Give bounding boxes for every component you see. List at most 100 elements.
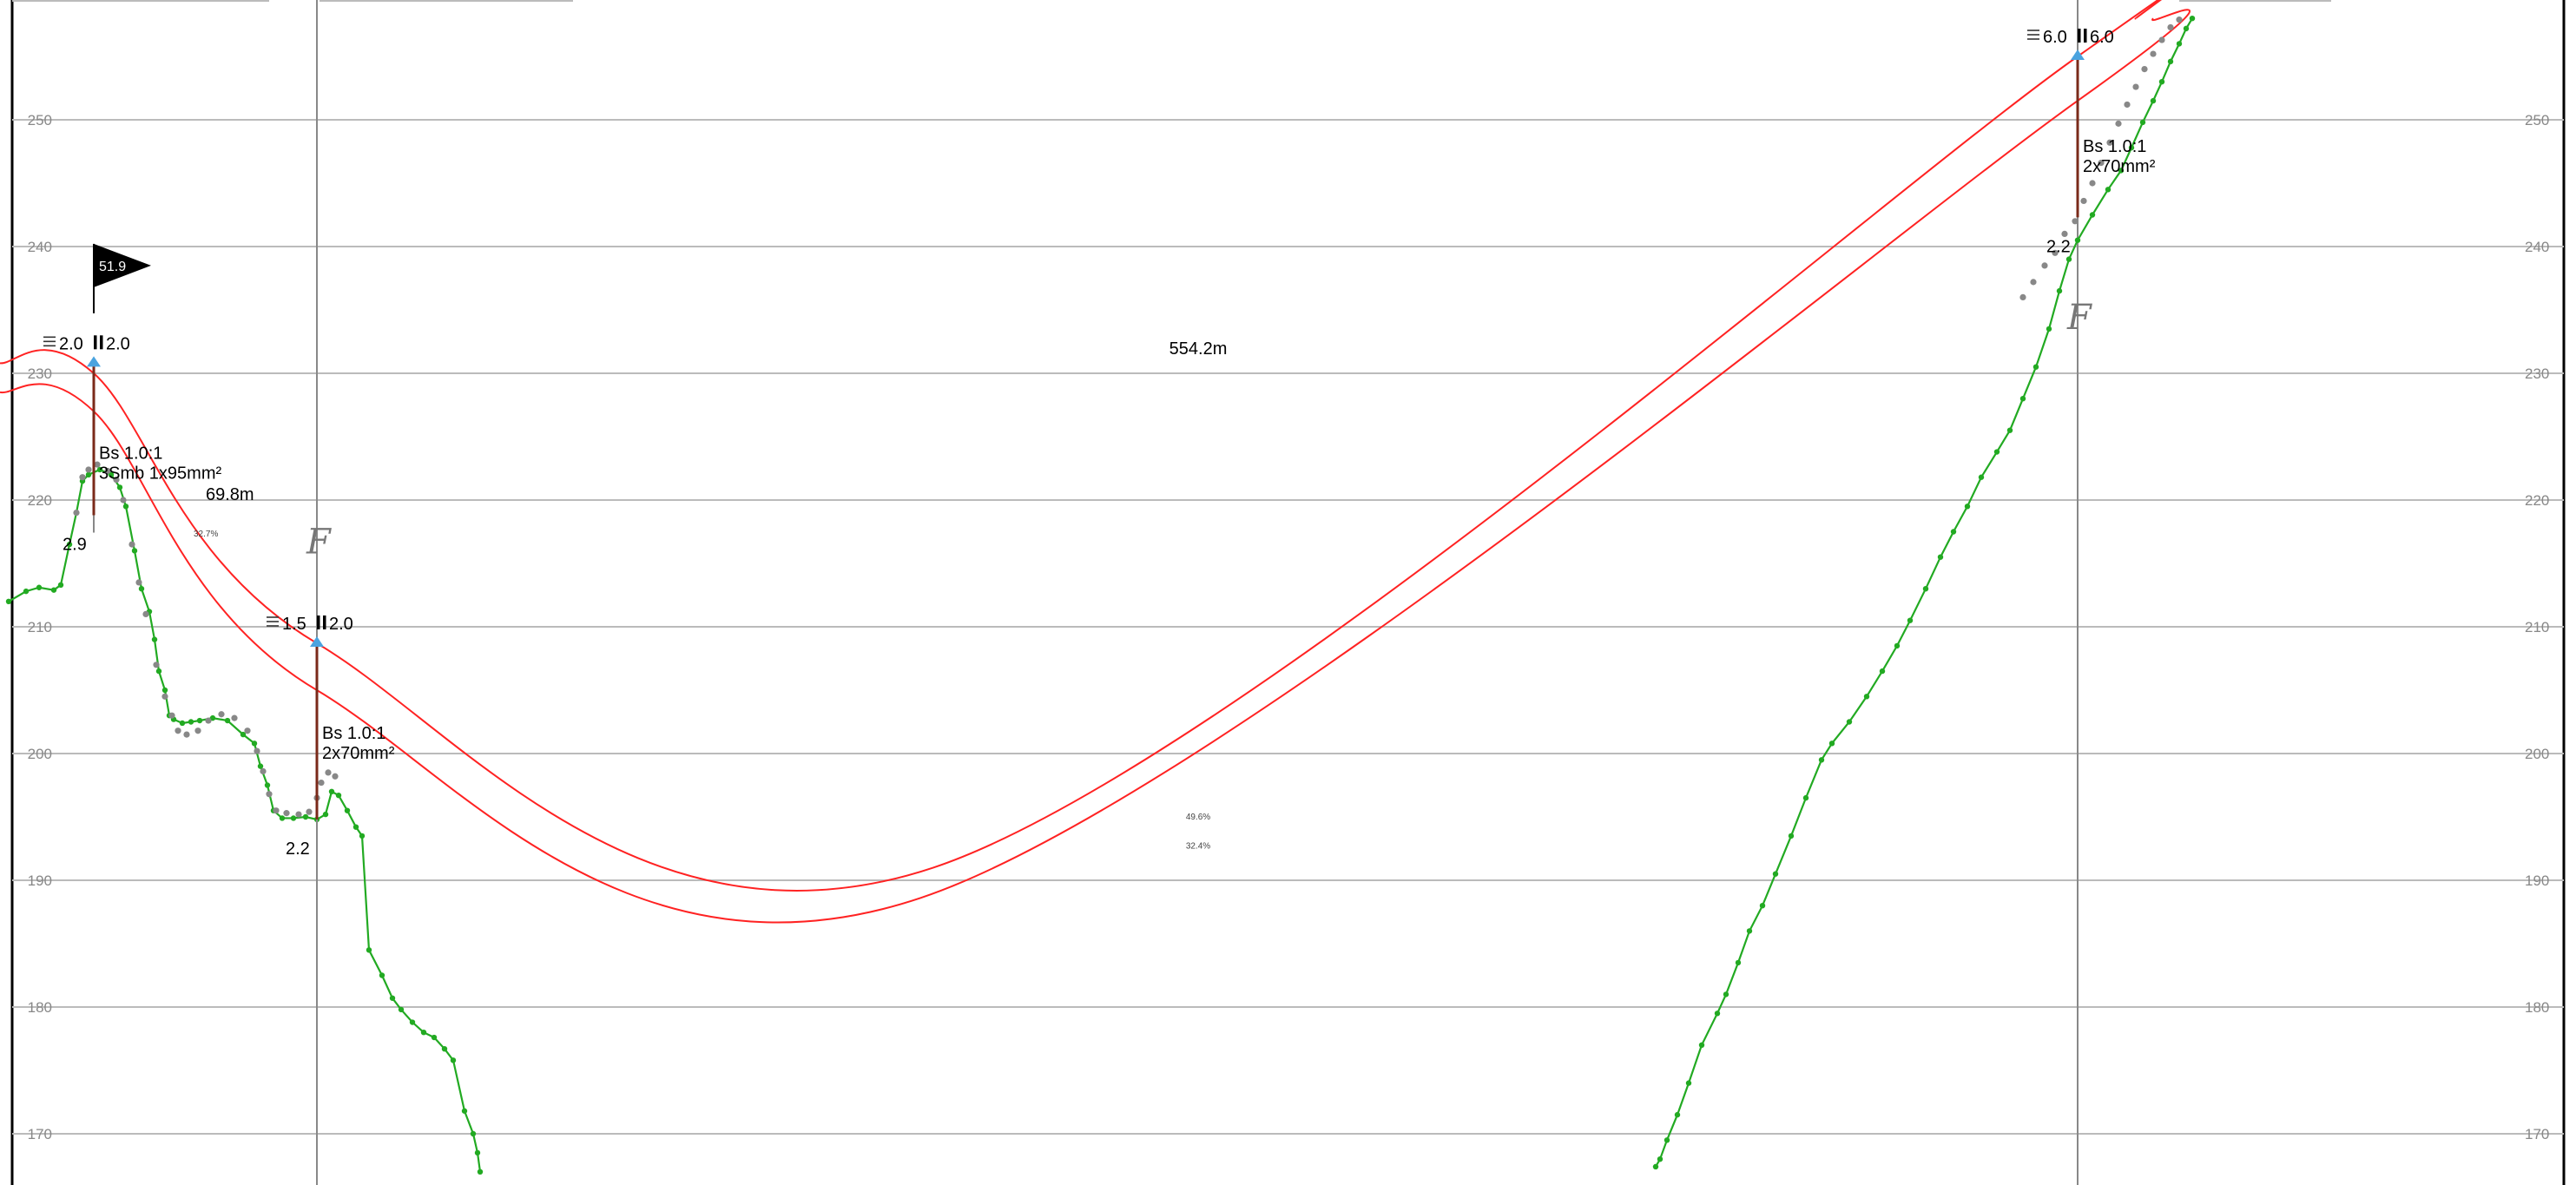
survey-point <box>306 808 313 815</box>
terrain-point <box>151 636 158 642</box>
terrain-point <box>2158 79 2165 85</box>
terrain-point <box>224 717 231 724</box>
insulator-icon <box>87 356 101 367</box>
terrain-point <box>474 1149 481 1156</box>
pole-right-label: 6.0 <box>2090 28 2114 47</box>
survey-point <box>218 711 225 718</box>
terrain-point <box>131 548 138 554</box>
conductor-upper <box>0 0 2163 892</box>
survey-point <box>2030 279 2037 286</box>
survey-points <box>73 16 2183 818</box>
terrain-point <box>209 714 216 721</box>
terrain-point <box>2056 287 2063 294</box>
y-tick-label-left: 250 <box>28 112 52 128</box>
pole-right-label: 2.0 <box>329 615 353 634</box>
terrain-point <box>240 731 247 738</box>
survey-point <box>2124 101 2131 109</box>
terrain-point <box>57 582 64 589</box>
pole-right-label: 2.0 <box>106 334 130 353</box>
terrain-point <box>2139 119 2146 126</box>
terrain-point <box>1978 474 1985 480</box>
terrain-point <box>36 584 43 590</box>
terrain-point <box>398 1006 405 1013</box>
survey-point <box>295 811 302 818</box>
terrain-point <box>2074 237 2081 243</box>
pole-depth-label: 2.2 <box>2046 237 2071 256</box>
pole-p2 <box>310 635 324 837</box>
pin-bar <box>2084 29 2087 43</box>
terrain-point <box>279 815 286 821</box>
survey-point <box>2072 218 2079 225</box>
survey-point <box>183 731 190 738</box>
terrain-point <box>1818 757 1825 763</box>
terrain-point <box>290 815 297 821</box>
terrain-point <box>251 741 258 747</box>
flag-label: 51.9 <box>99 260 126 274</box>
survey-point <box>168 712 175 719</box>
y-tick-label-right: 210 <box>2525 619 2549 635</box>
terrain-point <box>441 1045 448 1052</box>
survey-point <box>254 747 260 754</box>
survey-point <box>2098 160 2105 167</box>
poles <box>87 49 2085 837</box>
terrain-point <box>389 995 396 1001</box>
terrain-point <box>2150 97 2157 104</box>
terrain-point <box>257 763 264 769</box>
pole-description: 2x70mm² <box>2083 157 2156 176</box>
survey-point <box>2052 249 2059 256</box>
terrain-point <box>1879 668 1886 675</box>
terrain-point <box>2019 396 2026 402</box>
terrain-point <box>450 1057 457 1063</box>
terrain-point <box>1714 1011 1721 1017</box>
survey-point <box>244 727 251 734</box>
terrain-point <box>2189 16 2196 22</box>
terrain-point <box>1685 1080 1692 1086</box>
survey-point <box>2019 293 2026 300</box>
terrain-profile <box>5 16 2196 1175</box>
terrain-point <box>1863 694 1870 700</box>
pole-depth-label: 2.9 <box>63 536 87 555</box>
y-tick-label-left: 200 <box>28 746 52 762</box>
y-tick-label-right: 190 <box>2525 872 2549 889</box>
terrain-point <box>1922 586 1929 592</box>
survey-point <box>2141 66 2148 73</box>
two-pins-icon <box>2078 29 2087 43</box>
terrain-point <box>196 717 203 724</box>
survey-point <box>273 807 280 814</box>
pole-left-label: 1.5 <box>282 615 306 634</box>
pole-p1 <box>87 356 101 533</box>
pole-left-label: 6.0 <box>2043 28 2067 47</box>
conductors <box>0 0 2191 924</box>
terrain-point <box>1828 741 1835 747</box>
terrain-point <box>1759 903 1766 909</box>
survey-point <box>2041 262 2048 269</box>
terrain-point <box>108 471 115 477</box>
terrain-point <box>477 1169 484 1175</box>
pin-bar <box>323 615 326 629</box>
y-tick-label-left: 210 <box>28 619 52 635</box>
terrain-point <box>116 484 123 490</box>
terrain-point <box>302 813 309 820</box>
terrain-point <box>1735 959 1742 966</box>
y-tick-label-left: 170 <box>28 1126 52 1142</box>
survey-point <box>142 610 149 618</box>
survey-point <box>2089 180 2096 187</box>
survey-point <box>135 579 142 586</box>
survey-point <box>283 810 290 817</box>
terrain-point <box>1674 1111 1681 1118</box>
two-pins-icon <box>94 335 103 350</box>
terrain-point <box>1907 617 1914 623</box>
y-tick-label-right: 230 <box>2525 365 2549 382</box>
terrain-point <box>188 719 194 725</box>
terrain-point <box>379 972 385 978</box>
survey-point <box>104 467 111 475</box>
survey-point <box>175 727 181 734</box>
flag-icon <box>94 243 151 287</box>
terrain-point <box>352 824 359 830</box>
terrain-point <box>335 792 342 799</box>
y-tick-label-left: 220 <box>28 492 52 509</box>
survey-point <box>2115 120 2122 127</box>
terrain-point <box>1846 719 1853 725</box>
